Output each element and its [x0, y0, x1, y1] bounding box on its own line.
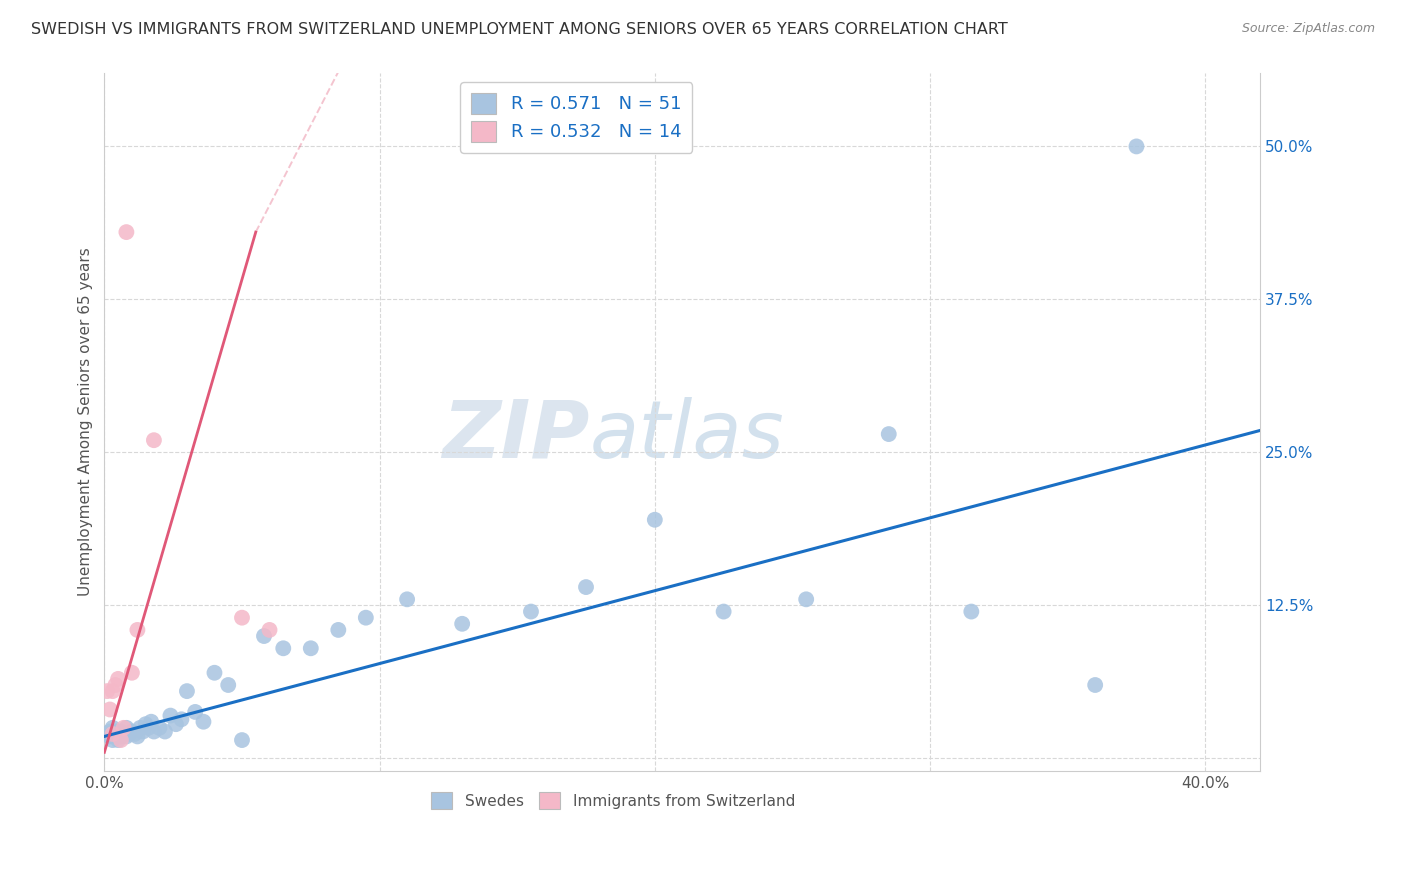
- Point: [193, 714, 215, 729]
- Point: [115, 721, 138, 735]
- Point: [101, 684, 124, 698]
- Point: [138, 721, 160, 735]
- Point: [98, 724, 121, 739]
- Point: [101, 733, 124, 747]
- Point: [159, 708, 181, 723]
- Point: [299, 641, 322, 656]
- Point: [132, 724, 155, 739]
- Point: [115, 730, 138, 744]
- Point: [142, 724, 165, 739]
- Point: [110, 730, 132, 744]
- Y-axis label: Unemployment Among Seniors over 65 years: Unemployment Among Seniors over 65 years: [79, 247, 93, 596]
- Point: [165, 717, 187, 731]
- Point: [127, 623, 149, 637]
- Point: [148, 721, 170, 735]
- Text: atlas: atlas: [591, 397, 785, 475]
- Point: [124, 727, 146, 741]
- Point: [110, 724, 132, 739]
- Point: [141, 714, 163, 729]
- Point: [142, 433, 165, 447]
- Point: [104, 724, 127, 739]
- Point: [107, 727, 129, 741]
- Point: [575, 580, 598, 594]
- Point: [170, 712, 193, 726]
- Point: [98, 702, 121, 716]
- Point: [794, 592, 817, 607]
- Point: [112, 721, 135, 735]
- Point: [121, 724, 143, 739]
- Point: [118, 727, 141, 741]
- Point: [1084, 678, 1107, 692]
- Point: [877, 427, 900, 442]
- Point: [107, 733, 129, 747]
- Point: [184, 705, 207, 719]
- Text: ZIP: ZIP: [443, 397, 591, 475]
- Point: [107, 672, 129, 686]
- Point: [253, 629, 276, 643]
- Point: [204, 665, 226, 680]
- Point: [153, 724, 176, 739]
- Point: [101, 727, 124, 741]
- Point: [1125, 139, 1147, 153]
- Point: [644, 513, 666, 527]
- Point: [127, 730, 149, 744]
- Point: [121, 665, 143, 680]
- Point: [271, 641, 294, 656]
- Point: [328, 623, 350, 637]
- Point: [231, 610, 253, 624]
- Point: [259, 623, 281, 637]
- Point: [713, 605, 735, 619]
- Point: [231, 733, 253, 747]
- Point: [135, 717, 157, 731]
- Point: [520, 605, 543, 619]
- Point: [96, 684, 118, 698]
- Point: [451, 616, 474, 631]
- Point: [354, 610, 377, 624]
- Point: [115, 225, 138, 239]
- Point: [101, 721, 124, 735]
- Point: [217, 678, 239, 692]
- Point: [110, 733, 132, 747]
- Point: [129, 721, 152, 735]
- Legend: Swedes, Immigrants from Switzerland: Swedes, Immigrants from Switzerland: [425, 786, 801, 815]
- Point: [104, 730, 127, 744]
- Point: [396, 592, 419, 607]
- Point: [112, 727, 135, 741]
- Text: SWEDISH VS IMMIGRANTS FROM SWITZERLAND UNEMPLOYMENT AMONG SENIORS OVER 65 YEARS : SWEDISH VS IMMIGRANTS FROM SWITZERLAND U…: [31, 22, 1008, 37]
- Point: [98, 730, 121, 744]
- Point: [176, 684, 198, 698]
- Point: [960, 605, 983, 619]
- Point: [96, 727, 118, 741]
- Text: Source: ZipAtlas.com: Source: ZipAtlas.com: [1241, 22, 1375, 36]
- Point: [104, 678, 127, 692]
